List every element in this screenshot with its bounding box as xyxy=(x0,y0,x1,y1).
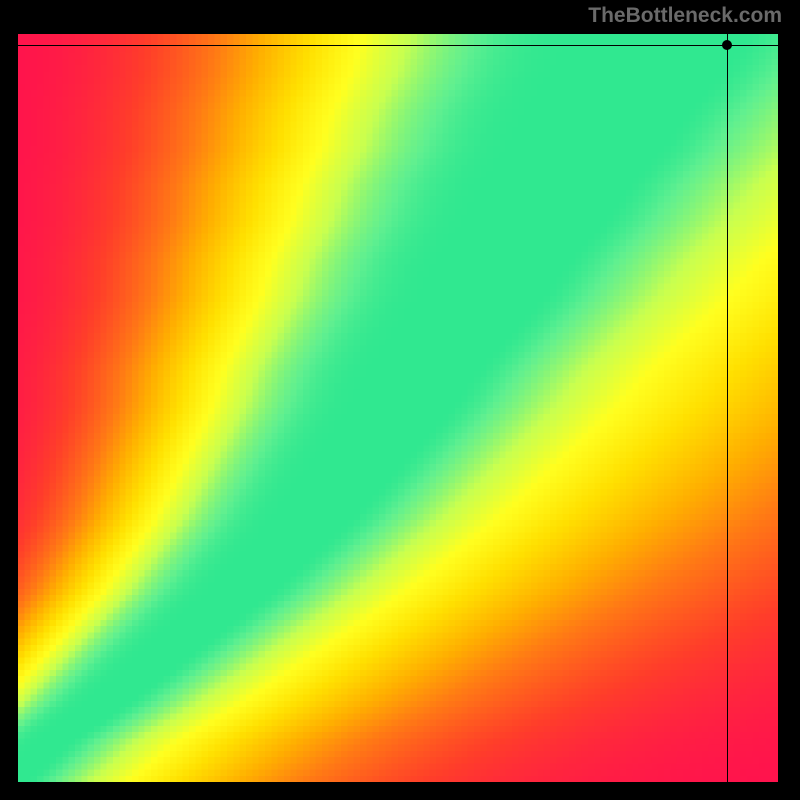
heatmap-plot xyxy=(18,34,778,782)
crosshair-vertical xyxy=(727,34,728,782)
crosshair-marker xyxy=(722,40,732,50)
heatmap-canvas xyxy=(18,34,778,782)
watermark-text: TheBottleneck.com xyxy=(588,4,782,28)
crosshair-horizontal xyxy=(18,45,778,46)
